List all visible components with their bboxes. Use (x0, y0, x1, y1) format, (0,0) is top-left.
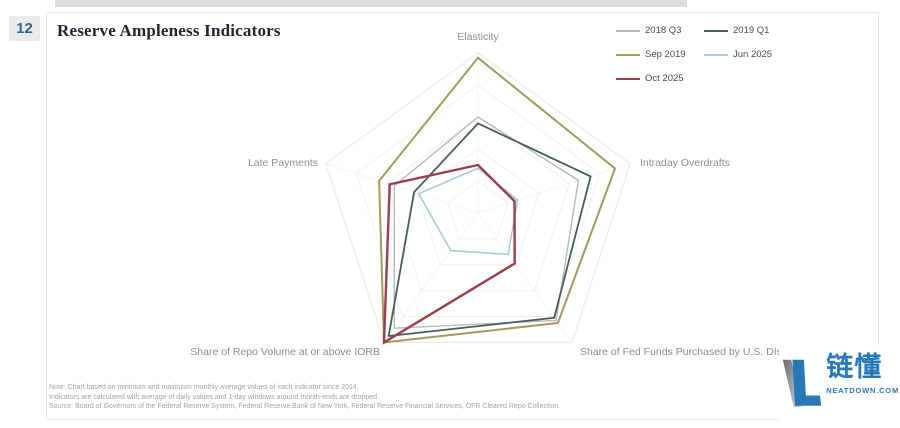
neatdown-logo-icon (782, 359, 822, 408)
radar-spoke (477, 163, 631, 214)
legend-label-2019-q1: 2019 Q1 (733, 25, 770, 36)
legend-swatch-oct-2025 (616, 77, 640, 80)
radar-spoke (383, 212, 479, 343)
legend-label-sep-2019: Sep 2019 (645, 49, 686, 60)
radar-spoke (325, 163, 479, 214)
radar-grid-ring (386, 116, 570, 292)
radar-grid-ring (447, 180, 509, 240)
series-2018-q3 (393, 116, 580, 329)
series-2019-q1 (387, 122, 592, 338)
radar-grid-ring (416, 148, 540, 266)
series-sep-2019 (378, 56, 617, 344)
watermark: 链懂 NEATDOWN.COM (779, 345, 899, 427)
legend-item-sep-2019: Sep 2019 (616, 49, 704, 60)
slide-number-badge: 12 (9, 16, 40, 41)
chart-panel (46, 12, 879, 420)
legend-swatch-jun-2025 (704, 53, 728, 56)
legend-item-jun-2025: Jun 2025 (704, 49, 804, 60)
watermark-text: 链懂 NEATDOWN.COM (826, 351, 899, 395)
legend-swatch-2019-q1 (704, 29, 728, 32)
series-jun-2025 (417, 167, 519, 256)
legend-swatch-sep-2019 (616, 53, 640, 56)
legend-item-2018-q3: 2018 Q3 (616, 25, 704, 36)
legend-item-oct-2025: Oct 2025 (616, 73, 704, 84)
legend-item-2019-q1: 2019 Q1 (704, 25, 804, 36)
top-strip (55, 0, 687, 7)
axis-label-late-payments: Late Payments (247, 157, 318, 169)
legend-label-oct-2025: Oct 2025 (645, 73, 684, 84)
note-line-2: Indicators are calculated with average o… (49, 393, 379, 401)
page-title: Reserve Ampleness Indicators (57, 21, 281, 40)
legend-label-jun-2025: Jun 2025 (733, 49, 773, 60)
note-line-3: Source: Board of Governors of the Federa… (49, 403, 561, 410)
axis-label-elasticity: Elasticity (457, 31, 499, 43)
note-line-1: Note: Chart based on minimum and maximum… (49, 384, 359, 391)
series-oct-2025 (382, 163, 516, 345)
radar-grid-ring (325, 52, 631, 343)
legend-label-2018-q3: 2018 Q3 (645, 25, 682, 36)
axis-label-repo-iorb: Share of Repo Volume at or above IORB (190, 346, 380, 358)
legend-swatch-2018-q3 (616, 29, 640, 32)
watermark-brand: 链懂 (826, 352, 883, 382)
watermark-domain: NEATDOWN.COM (826, 386, 899, 395)
axis-label-fed-funds: Share of Fed Funds Purchased by U.S. DIs (580, 346, 782, 358)
chart-notes: Note: Chart based on minimum and maximum… (49, 383, 560, 412)
radar-grid-ring (355, 84, 601, 318)
chart-legend: 2018 Q3 2019 Q1 Sep 2019 Jun 2025 Oct 2025 (616, 25, 804, 84)
axis-label-intraday-overdrafts: Intraday Overdrafts (640, 157, 730, 169)
